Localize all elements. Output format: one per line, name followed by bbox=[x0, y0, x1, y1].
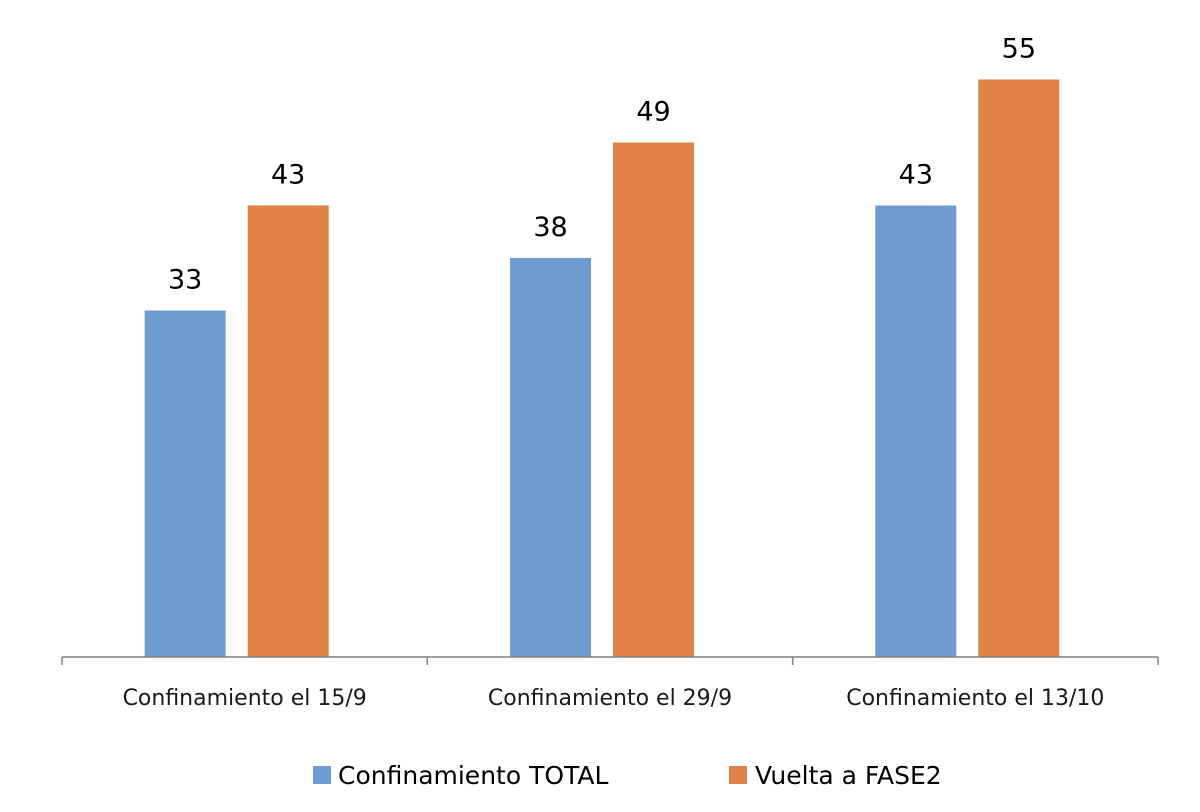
bar-confinamiento-total-3 bbox=[875, 205, 957, 657]
legend-swatch-vuelta-a-fase2 bbox=[729, 766, 747, 784]
data-label-vuelta-a-fase2-3: 55 bbox=[1002, 34, 1036, 65]
x-tick-label-1: Confinamiento el 15/9 bbox=[123, 686, 367, 711]
bar-vuelta-a-fase2-1 bbox=[247, 205, 329, 657]
legend-label-vuelta-a-fase2: Vuelta a FASE2 bbox=[755, 761, 942, 790]
legend-label-confinamiento-total: Confinamiento TOTAL bbox=[338, 761, 608, 790]
data-label-confinamiento-total-1: 33 bbox=[168, 265, 202, 296]
legend-swatch-confinamiento-total bbox=[313, 766, 331, 784]
x-tick-label-3: Confinamiento el 13/10 bbox=[846, 686, 1104, 711]
legend-item-vuelta-a-fase2: Vuelta a FASE2 bbox=[729, 761, 942, 790]
data-label-vuelta-a-fase2-1: 43 bbox=[271, 160, 305, 191]
x-axis-ticks bbox=[61, 657, 1159, 665]
data-label-confinamiento-total-2: 38 bbox=[533, 212, 567, 243]
x-axis-tick-labels: Confinamiento el 15/9 Confinamiento el 29… bbox=[123, 686, 1105, 711]
bar-confinamiento-total-1 bbox=[144, 310, 226, 657]
data-label-vuelta-a-fase2-2: 49 bbox=[636, 97, 670, 128]
x-tick-label-2: Confinamiento el 29/9 bbox=[488, 686, 732, 711]
bar-vuelta-a-fase2-3 bbox=[978, 79, 1060, 657]
data-label-confinamiento-total-3: 43 bbox=[899, 160, 933, 191]
legend: Confinamiento TOTAL Vuelta a FASE2 bbox=[313, 761, 942, 790]
bar-vuelta-a-fase2-2 bbox=[613, 142, 694, 657]
legend-item-confinamiento-total: Confinamiento TOTAL bbox=[313, 761, 608, 790]
data-labels-layer: 33 43 38 49 43 55 bbox=[168, 34, 1036, 296]
bar-confinamiento-total-2 bbox=[510, 258, 591, 657]
bars-layer bbox=[144, 79, 1060, 657]
